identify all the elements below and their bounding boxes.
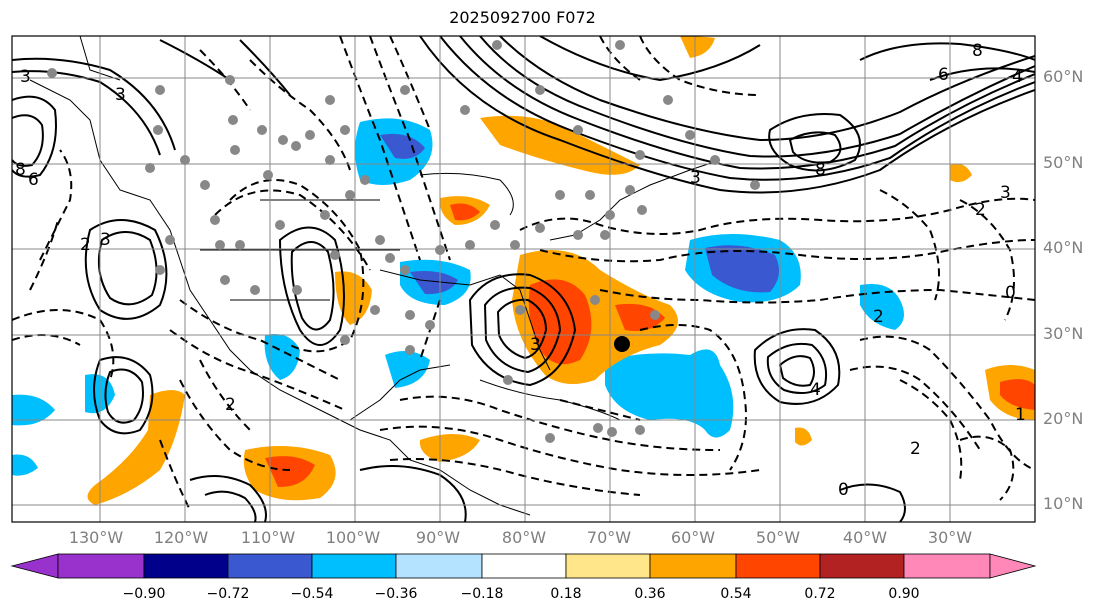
colorbar-high-extend: [989, 553, 1037, 579]
lat-label: 30°N: [1043, 324, 1084, 343]
contour-label: 3: [20, 67, 31, 87]
colorbar-tick-label: −0.18: [460, 586, 504, 602]
colorbar-low-extend: [10, 553, 59, 579]
colorbar-tick-label: −0.90: [122, 586, 166, 602]
shaded-negative-region: [385, 351, 430, 388]
shaded-positive-region: [1000, 379, 1035, 410]
storm-center-marker: [614, 336, 630, 352]
lon-label: 130°W: [68, 528, 124, 547]
lat-label: 40°N: [1043, 238, 1084, 257]
lon-label: 110°W: [240, 528, 296, 547]
shaded-positive-region: [419, 434, 480, 462]
lon-label: 90°W: [415, 528, 461, 547]
lon-label: 30°W: [927, 528, 973, 547]
colorbar-tick-label: −0.54: [290, 586, 334, 602]
contour-label: 2: [225, 395, 236, 415]
shaded-negative-region: [12, 394, 55, 426]
map-frame: [11, 35, 1036, 523]
shaded-negative-region: [264, 334, 300, 380]
solid-contours: [12, 36, 1035, 522]
contour-label: 3: [530, 335, 541, 355]
shaded-negative-region: [860, 284, 904, 330]
station-dots: [47, 40, 760, 443]
lon-label: 80°W: [501, 528, 547, 547]
shaded-negative-region: [705, 245, 779, 293]
shaded-negative-region: [605, 349, 734, 438]
contour-label: 0: [1005, 283, 1016, 303]
shaded-positive-region: [265, 456, 315, 488]
contour-label: 8: [15, 160, 26, 180]
lon-label: 60°W: [670, 528, 716, 547]
shaded-positive-region: [528, 279, 592, 365]
colorbar-tick-label: 0.54: [720, 586, 752, 602]
contour-label: 2: [910, 439, 921, 459]
contour-label: 4: [810, 380, 821, 400]
contour-label: 6: [938, 65, 949, 85]
lon-label: 40°W: [842, 528, 888, 547]
lat-label: 20°N: [1043, 409, 1084, 428]
lat-label: 60°N: [1043, 67, 1084, 86]
contour-label: 2: [80, 235, 91, 255]
lon-label: 50°W: [755, 528, 801, 547]
contour-label: 2: [975, 200, 986, 220]
colorbar-tick-label: −0.36: [374, 586, 418, 602]
lon-label: 100°W: [325, 528, 381, 547]
shaded-anomaly-fields: [12, 36, 1035, 505]
colorbar-tick-label: 0.90: [888, 586, 920, 602]
colorbar-tick-label: 0.36: [634, 586, 666, 602]
contour-label: 4: [1012, 67, 1023, 87]
lon-label: 70°W: [586, 528, 632, 547]
colorbar-tick-label: 0.18: [550, 586, 582, 602]
dashed-contours: [12, 36, 1035, 511]
contour-label: 0: [838, 480, 849, 500]
lon-label: 120°W: [153, 528, 209, 547]
shaded-positive-region: [87, 390, 185, 505]
colorbar: [10, 553, 1037, 579]
shaded-positive-region: [950, 163, 972, 183]
contour-label: 3: [115, 85, 126, 105]
shaded-negative-region: [12, 454, 38, 476]
shaded-positive-region: [680, 36, 715, 58]
shaded-negative-region: [410, 271, 458, 295]
graticule: [12, 36, 1035, 522]
contour-label: 3: [690, 168, 701, 188]
contour-label: 8: [815, 160, 826, 180]
colorbar-tick-label: −0.72: [206, 586, 250, 602]
shaded-positive-region: [795, 427, 812, 446]
plot-title: 2025092700 F072: [449, 8, 596, 27]
shaded-positive-region: [450, 203, 480, 221]
contour-label: 3: [1000, 183, 1011, 203]
colorbar-tick-label: 0.72: [804, 586, 836, 602]
contour-label: 2: [873, 307, 884, 327]
contour-label: 1: [1015, 405, 1026, 425]
contour-label: 3: [100, 230, 111, 250]
shaded-positive-region: [480, 115, 640, 175]
lat-label: 10°N: [1043, 494, 1084, 513]
lat-label: 50°N: [1043, 153, 1084, 172]
contour-label-group: 3 8 6 4 3 8 2 3 0 2 2 4 3 6 8 3 2 3 0 2 …: [15, 41, 1026, 500]
contour-label: 8: [972, 41, 983, 61]
contour-label: 6: [28, 170, 39, 190]
